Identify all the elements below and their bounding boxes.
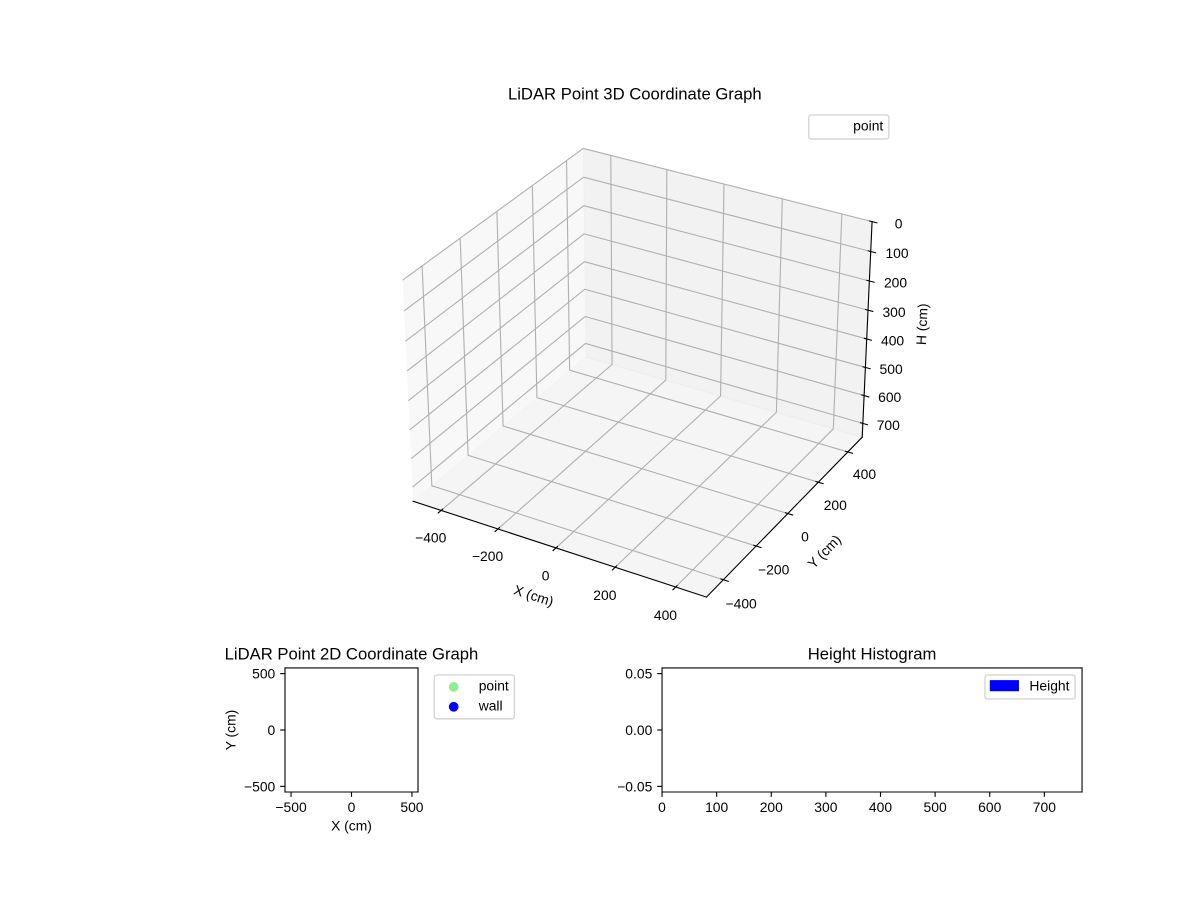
svg-text:0: 0 [895, 215, 903, 231]
svg-text:200: 200 [760, 799, 783, 815]
svg-text:0: 0 [268, 722, 276, 738]
svg-text:300: 300 [814, 799, 837, 815]
svg-text:300: 300 [882, 304, 905, 320]
svg-text:−200: −200 [472, 548, 504, 564]
svg-text:−200: −200 [758, 561, 790, 577]
svg-text:500: 500 [400, 799, 423, 815]
svg-text:700: 700 [877, 417, 900, 433]
svg-text:−500: −500 [244, 778, 276, 794]
svg-text:200: 200 [884, 275, 907, 291]
svg-text:Y (cm): Y (cm) [223, 710, 239, 751]
svg-text:0: 0 [542, 567, 550, 583]
svg-text:point: point [479, 678, 509, 694]
svg-text:600: 600 [878, 389, 901, 405]
svg-text:Height Histogram: Height Histogram [808, 645, 937, 664]
svg-text:−0.05: −0.05 [617, 778, 652, 794]
svg-text:200: 200 [593, 587, 616, 603]
svg-text:H (cm): H (cm) [913, 303, 931, 345]
svg-text:700: 700 [1033, 799, 1056, 815]
svg-text:−500: −500 [275, 799, 307, 815]
svg-text:point: point [853, 118, 883, 134]
svg-text:0.05: 0.05 [625, 666, 652, 682]
svg-text:500: 500 [880, 361, 903, 377]
svg-text:0: 0 [801, 528, 809, 544]
svg-text:400: 400 [869, 799, 892, 815]
svg-text:X (cm): X (cm) [331, 817, 372, 833]
svg-text:400: 400 [881, 333, 904, 349]
svg-text:Height: Height [1029, 678, 1069, 694]
svg-text:wall: wall [478, 697, 503, 713]
svg-text:500: 500 [924, 799, 947, 815]
svg-text:0: 0 [348, 799, 356, 815]
svg-text:LiDAR Point 3D Coordinate Grap: LiDAR Point 3D Coordinate Graph [508, 85, 762, 104]
svg-text:0: 0 [658, 799, 666, 815]
svg-text:100: 100 [705, 799, 728, 815]
svg-text:200: 200 [824, 497, 847, 513]
svg-text:−400: −400 [415, 529, 447, 545]
svg-text:400: 400 [853, 466, 876, 482]
svg-text:−400: −400 [726, 595, 758, 611]
svg-text:500: 500 [252, 666, 275, 682]
svg-text:100: 100 [885, 245, 908, 261]
svg-text:400: 400 [654, 607, 677, 623]
svg-text:0.00: 0.00 [625, 722, 652, 738]
svg-text:600: 600 [978, 799, 1001, 815]
svg-text:LiDAR Point 2D Coordinate Grap: LiDAR Point 2D Coordinate Graph [225, 645, 479, 664]
